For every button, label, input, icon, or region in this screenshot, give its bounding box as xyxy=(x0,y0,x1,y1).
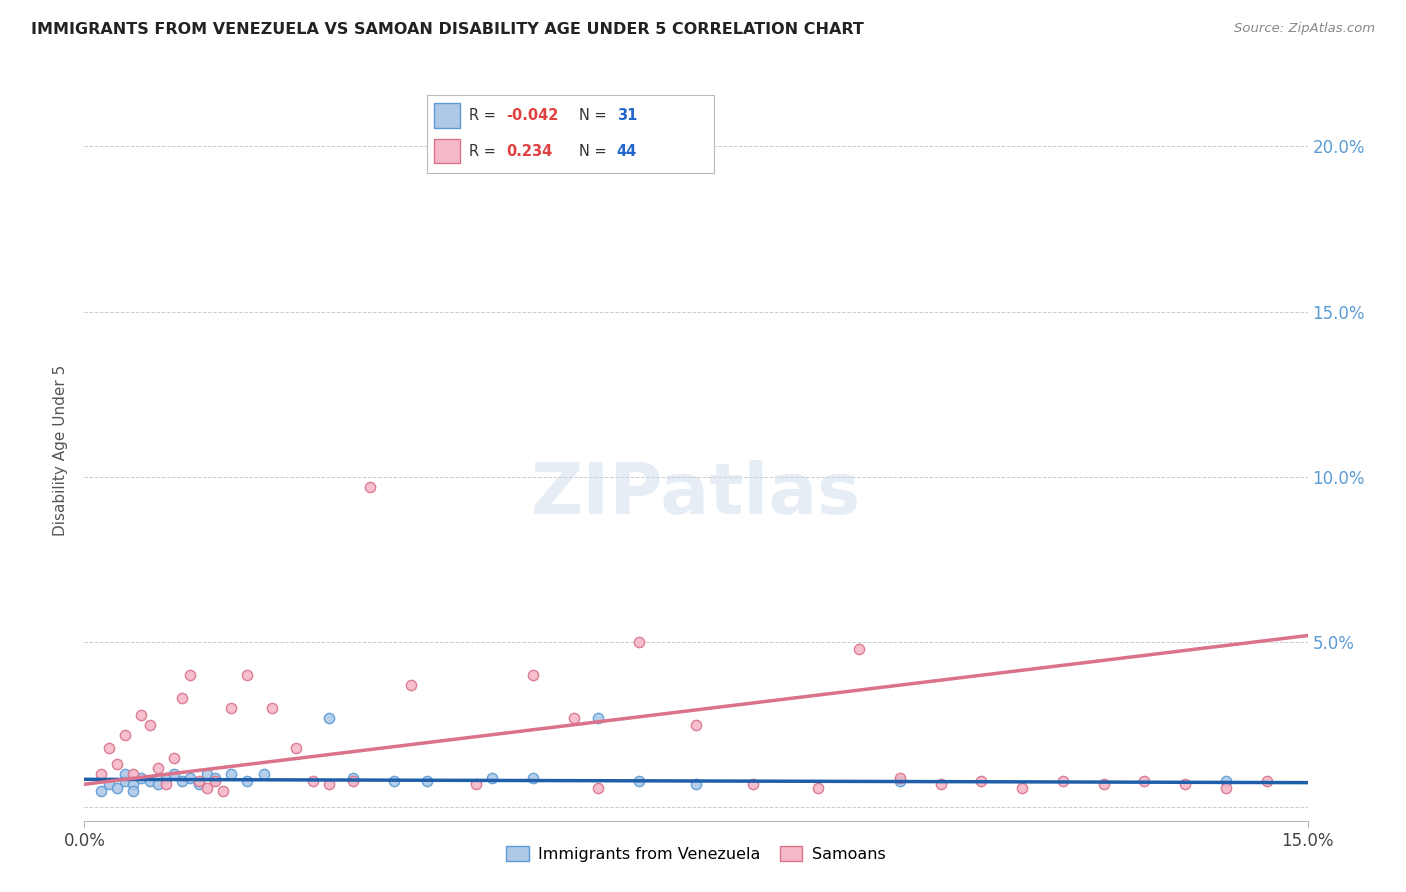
Point xyxy=(105,757,128,772)
Point xyxy=(318,777,340,791)
Legend: Immigrants from Venezuela, Samoans: Immigrants from Venezuela, Samoans xyxy=(501,839,891,868)
Point xyxy=(163,767,186,781)
Point xyxy=(236,774,259,789)
Point xyxy=(848,641,870,656)
Point xyxy=(522,668,544,682)
Point xyxy=(138,718,160,732)
Point xyxy=(179,771,201,785)
Point xyxy=(97,740,120,755)
Point xyxy=(219,701,242,715)
Point xyxy=(929,777,952,791)
Point xyxy=(138,774,160,789)
Point xyxy=(807,780,830,795)
Point xyxy=(1215,774,1237,789)
Text: ZIPatlas: ZIPatlas xyxy=(531,460,860,529)
Y-axis label: Disability Age Under 5: Disability Age Under 5 xyxy=(53,365,69,536)
Point xyxy=(342,771,364,785)
Point xyxy=(114,774,136,789)
Point xyxy=(253,767,276,781)
Point xyxy=(204,771,226,785)
Point xyxy=(155,771,177,785)
Point xyxy=(1011,780,1033,795)
Point xyxy=(285,740,308,755)
Point xyxy=(122,777,145,791)
Point xyxy=(195,767,218,781)
Point xyxy=(522,771,544,785)
Point xyxy=(195,780,218,795)
Point xyxy=(742,777,765,791)
Point xyxy=(627,774,650,789)
Point xyxy=(1215,780,1237,795)
Point xyxy=(1133,774,1156,789)
Point xyxy=(970,774,993,789)
Point xyxy=(342,774,364,789)
Point xyxy=(187,774,209,789)
Point xyxy=(97,777,120,791)
Point xyxy=(146,777,169,791)
Point xyxy=(586,780,609,795)
Point xyxy=(318,711,340,725)
Point xyxy=(236,668,259,682)
Point xyxy=(122,784,145,798)
Point xyxy=(90,784,112,798)
Point xyxy=(219,767,242,781)
Point xyxy=(105,780,128,795)
Point xyxy=(627,635,650,649)
Point xyxy=(163,751,186,765)
Point xyxy=(399,678,422,692)
Point xyxy=(1174,777,1197,791)
Point xyxy=(1256,774,1278,789)
Point xyxy=(131,771,153,785)
Point xyxy=(212,784,235,798)
Point xyxy=(301,774,323,789)
Point xyxy=(1052,774,1074,789)
Point xyxy=(889,774,911,789)
Point xyxy=(146,761,169,775)
Point xyxy=(90,767,112,781)
Point xyxy=(889,771,911,785)
Text: IMMIGRANTS FROM VENEZUELA VS SAMOAN DISABILITY AGE UNDER 5 CORRELATION CHART: IMMIGRANTS FROM VENEZUELA VS SAMOAN DISA… xyxy=(31,22,863,37)
Point xyxy=(179,668,201,682)
Point xyxy=(464,777,486,791)
Point xyxy=(172,691,194,706)
Point xyxy=(562,711,585,725)
Point xyxy=(382,774,405,789)
Point xyxy=(685,718,707,732)
Text: Source: ZipAtlas.com: Source: ZipAtlas.com xyxy=(1234,22,1375,36)
Point xyxy=(187,777,209,791)
Point xyxy=(359,480,381,494)
Point xyxy=(1092,777,1115,791)
Point xyxy=(122,767,145,781)
Point xyxy=(416,774,439,789)
Point xyxy=(155,777,177,791)
Point xyxy=(131,707,153,722)
Point xyxy=(204,774,226,789)
Point xyxy=(260,701,283,715)
Point xyxy=(685,777,707,791)
Point xyxy=(586,711,609,725)
Point xyxy=(172,774,194,789)
Point xyxy=(481,771,503,785)
Point xyxy=(114,728,136,742)
Point xyxy=(114,767,136,781)
